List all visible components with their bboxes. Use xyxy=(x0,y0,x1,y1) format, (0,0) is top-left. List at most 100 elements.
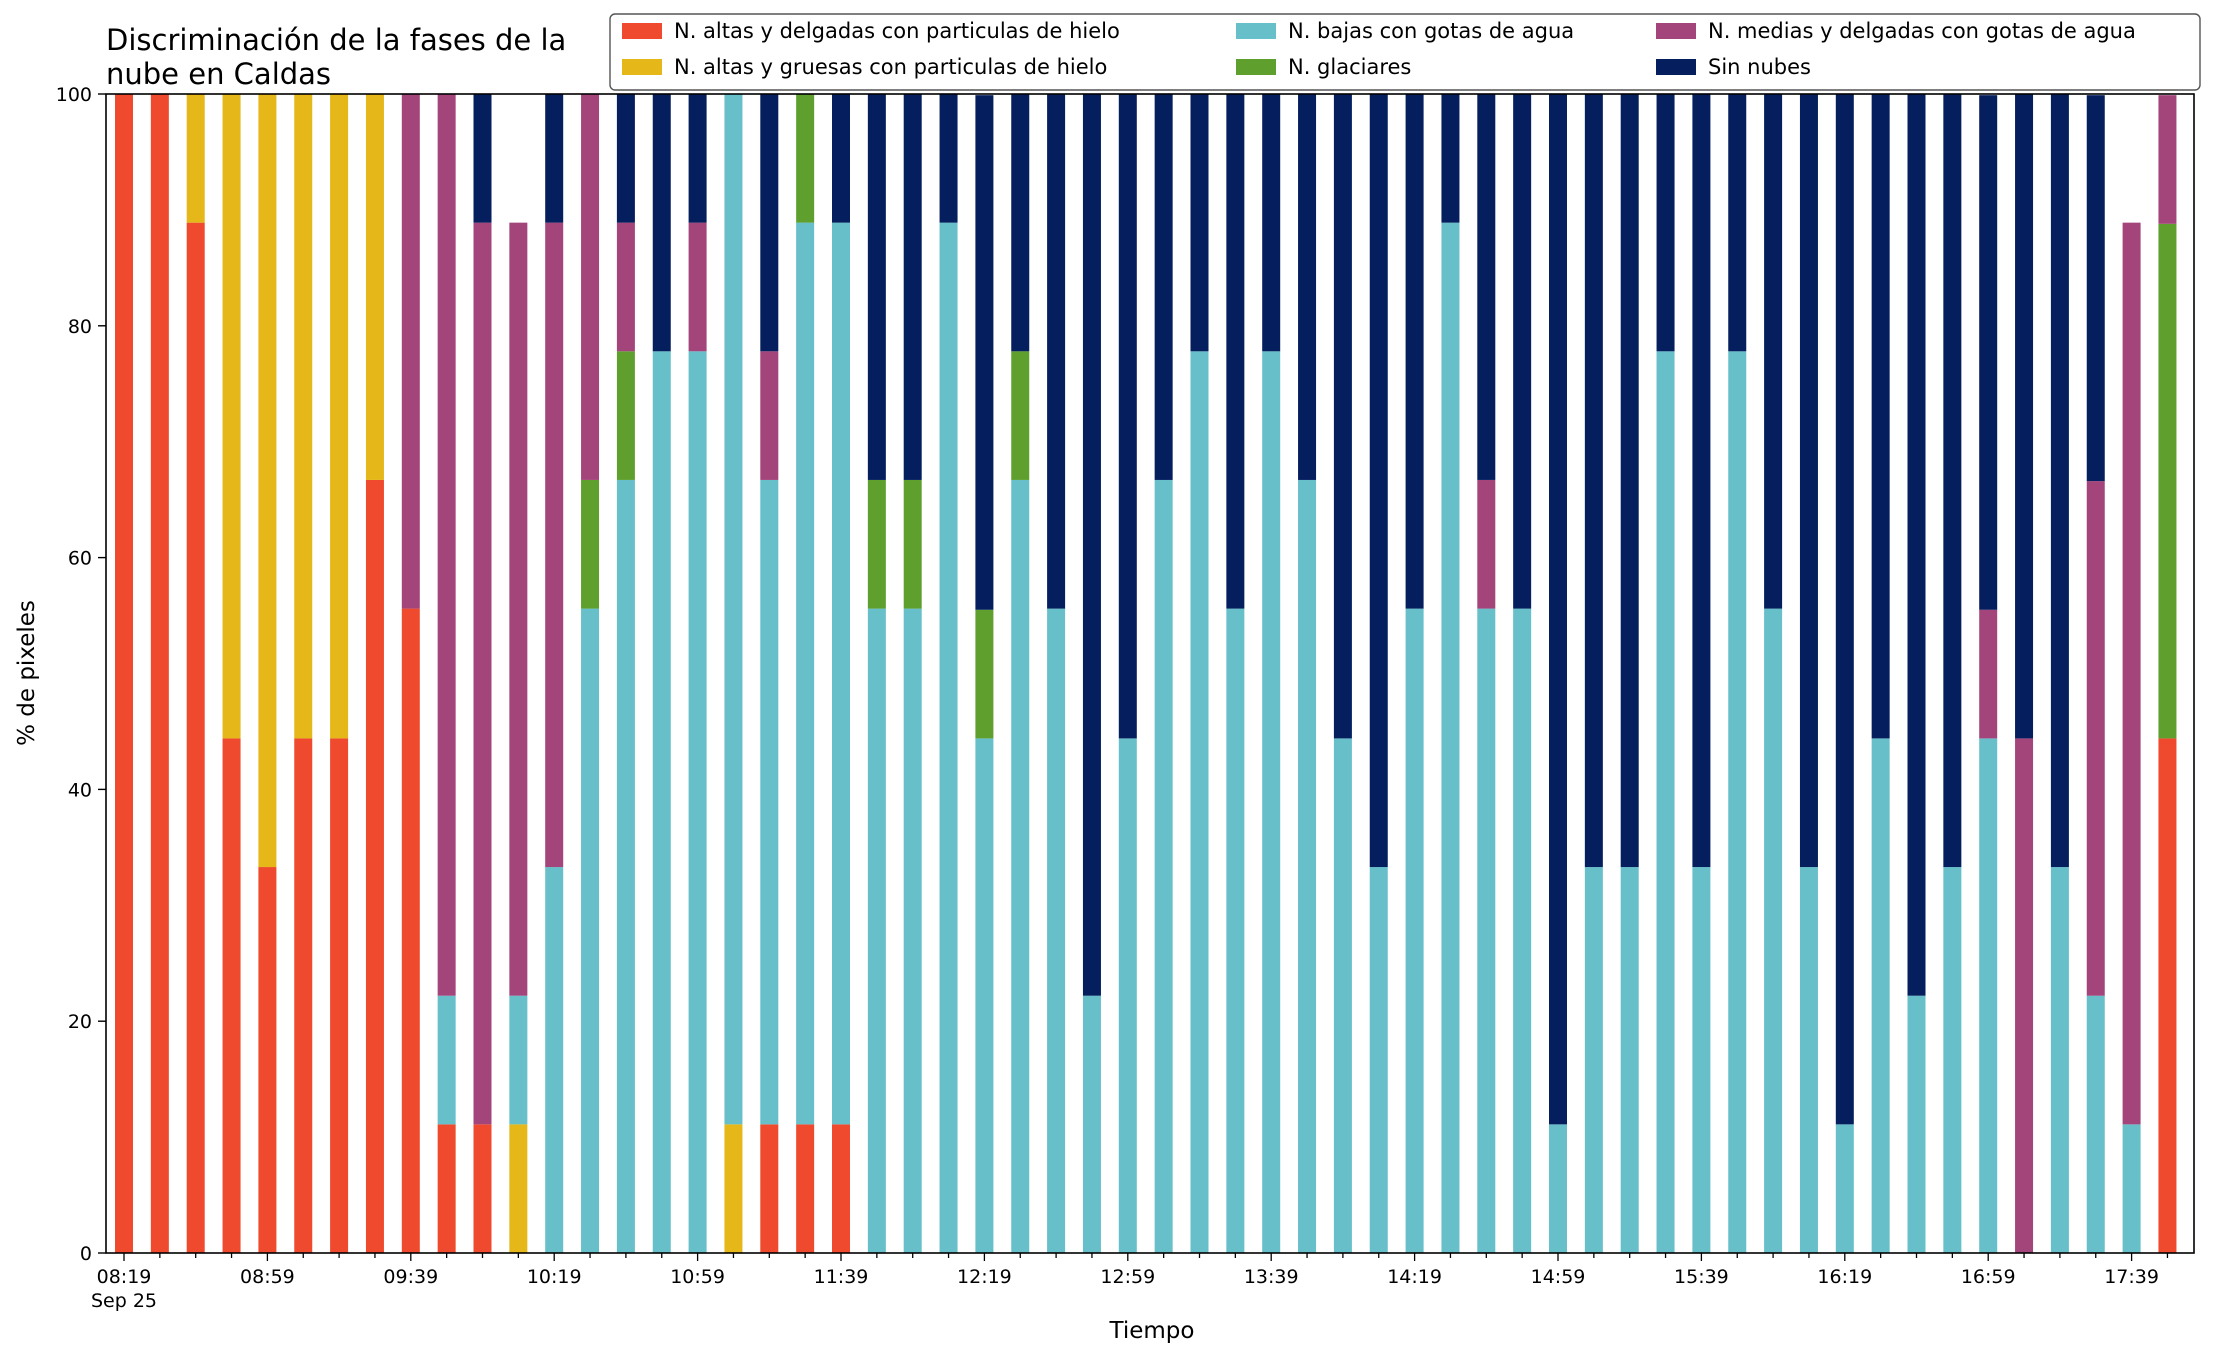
bar-segment-11-series-1 xyxy=(509,1124,528,1253)
bar-segment-13-series-3 xyxy=(581,479,600,609)
bar-segment-33-series-2 xyxy=(1298,479,1317,1253)
bar-segment-28-series-5 xyxy=(1118,94,1137,739)
bar-segment-3-series-1 xyxy=(222,94,241,739)
bar-segment-36-series-2 xyxy=(1405,608,1424,1253)
bar-segment-14-series-5 xyxy=(616,94,635,223)
y-tick-label-2: 40 xyxy=(68,779,92,801)
bar-segment-19-series-3 xyxy=(796,94,815,223)
y-axis-label: % de pixeles xyxy=(14,600,40,746)
bar-segment-15-series-5 xyxy=(652,94,671,352)
bar-segment-37-series-2 xyxy=(1441,222,1460,1253)
bar-segment-52-series-2 xyxy=(1979,738,1998,1253)
bar-segment-37-series-5 xyxy=(1441,94,1460,223)
bar-segment-8-series-4 xyxy=(401,94,420,609)
bar-segment-23-series-2 xyxy=(939,222,958,1253)
legend-label-3: N. glaciares xyxy=(1288,55,1411,79)
bar-segment-11-series-2 xyxy=(509,995,528,1125)
bar-segment-36-series-5 xyxy=(1405,94,1424,609)
x-tick-label-10: 14:59 xyxy=(1531,1266,1586,1288)
bar-segment-27-series-2 xyxy=(1082,995,1101,1253)
bar-segment-51-series-2 xyxy=(1943,867,1962,1253)
bar-segment-18-series-4 xyxy=(760,351,779,480)
bar-segment-9-series-0 xyxy=(437,1124,456,1253)
y-tick-label-5: 100 xyxy=(56,84,92,106)
bar-segment-44-series-2 xyxy=(1692,867,1711,1253)
chart-title-line-1: Discriminación de la fases de la xyxy=(106,23,566,57)
x-axis-label: Tiempo xyxy=(1109,1318,1195,1344)
bar-segment-55-series-4 xyxy=(2086,481,2105,996)
legend-swatch-3 xyxy=(1236,59,1276,75)
x-tick-label-1: 08:59 xyxy=(240,1266,295,1288)
bar-segment-45-series-2 xyxy=(1728,351,1747,1253)
bar-segment-53-series-4 xyxy=(2015,738,2034,1253)
bar-segment-49-series-5 xyxy=(1871,94,1890,739)
bar-segment-30-series-5 xyxy=(1190,94,1209,352)
bar-segment-7-series-1 xyxy=(365,94,384,480)
bar-segment-18-series-2 xyxy=(760,479,779,1125)
y-tick-label-0: 0 xyxy=(80,1243,92,1265)
bar-segment-28-series-2 xyxy=(1118,738,1137,1253)
bar-segment-29-series-2 xyxy=(1154,479,1173,1253)
bar-segment-6-series-0 xyxy=(330,738,349,1253)
y-tick-label-1: 20 xyxy=(68,1011,92,1033)
bar-segment-38-series-2 xyxy=(1477,608,1496,1253)
bar-segment-52-series-5 xyxy=(1979,95,1998,610)
bar-segment-43-series-5 xyxy=(1656,94,1675,352)
bar-segment-51-series-5 xyxy=(1943,94,1962,868)
bar-segment-35-series-5 xyxy=(1369,94,1388,868)
bar-segment-2-series-1 xyxy=(186,94,205,223)
x-tick-label-5: 11:39 xyxy=(814,1266,869,1288)
bar-segment-39-series-2 xyxy=(1513,608,1532,1253)
bar-segment-12-series-2 xyxy=(545,867,564,1253)
bar-segment-48-series-2 xyxy=(1835,1124,1854,1253)
bar-segment-39-series-5 xyxy=(1513,94,1532,609)
legend-swatch-5 xyxy=(1656,59,1696,75)
bar-segment-42-series-2 xyxy=(1620,867,1639,1253)
bar-segment-27-series-5 xyxy=(1082,94,1101,996)
bar-segment-57-series-0 xyxy=(2158,738,2177,1253)
bar-segment-38-series-4 xyxy=(1477,479,1496,609)
y-axis: 0 20 40 60 80 100 xyxy=(56,84,106,1265)
bar-segment-1-series-0 xyxy=(150,94,169,1253)
bar-segment-31-series-5 xyxy=(1226,94,1245,609)
bar-segment-32-series-2 xyxy=(1262,351,1281,1253)
bar-segment-6-series-1 xyxy=(330,94,349,739)
legend: N. altas y delgadas con particulas de hi… xyxy=(609,13,2201,91)
x-tick-label-3: 10:19 xyxy=(527,1266,582,1288)
legend-swatch-1 xyxy=(622,59,662,75)
bar-segment-57-series-3 xyxy=(2158,223,2177,739)
x-tick-label-4: 10:59 xyxy=(670,1266,725,1288)
x-tick-label-12: 16:19 xyxy=(1817,1266,1872,1288)
bar-segment-38-series-5 xyxy=(1477,94,1496,480)
bar-segment-10-series-5 xyxy=(473,94,492,223)
bar-segment-42-series-5 xyxy=(1620,94,1639,868)
bar-segment-40-series-5 xyxy=(1549,94,1567,1125)
bar-segment-8-series-0 xyxy=(401,608,420,1253)
legend-label-4: N. medias y delgadas con gotas de agua xyxy=(1708,19,2136,43)
bar-segment-21-series-3 xyxy=(867,479,886,609)
bar-segment-53-series-5 xyxy=(2015,94,2034,739)
bar-segment-13-series-4 xyxy=(581,94,600,480)
bar-segment-43-series-2 xyxy=(1656,351,1675,1253)
bar-segment-50-series-5 xyxy=(1907,94,1926,996)
bar-segment-3-series-0 xyxy=(222,738,241,1253)
bar-segment-24-series-3 xyxy=(975,609,994,739)
bar-segment-12-series-4 xyxy=(545,222,564,868)
bar-segment-14-series-4 xyxy=(616,222,635,352)
bar-segment-20-series-0 xyxy=(832,1124,850,1253)
bar-segment-24-series-2 xyxy=(975,738,994,1253)
x-tick-label-9: 14:19 xyxy=(1387,1266,1442,1288)
x-tick-label-14: 17:39 xyxy=(2104,1266,2159,1288)
x-tick-label-2: 09:39 xyxy=(383,1266,438,1288)
bar-segment-46-series-2 xyxy=(1764,608,1783,1253)
bar-segment-34-series-2 xyxy=(1333,738,1352,1253)
bar-segment-25-series-5 xyxy=(1011,94,1030,352)
bar-segment-45-series-5 xyxy=(1728,94,1747,352)
bar-segment-5-series-1 xyxy=(294,94,313,739)
legend-swatch-0 xyxy=(622,23,662,39)
plot-frame xyxy=(105,93,2195,1254)
bar-segment-19-series-0 xyxy=(796,1124,815,1253)
bar-segment-49-series-2 xyxy=(1871,738,1890,1253)
bar-segment-13-series-2 xyxy=(581,608,600,1253)
